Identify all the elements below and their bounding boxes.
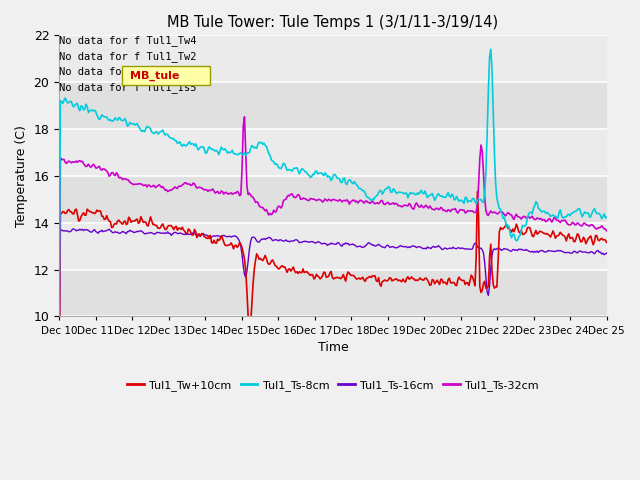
X-axis label: Time: Time bbox=[317, 341, 348, 354]
Bar bbox=[59, 223, 607, 270]
Text: No data for f Tul1_Is5: No data for f Tul1_Is5 bbox=[59, 82, 196, 93]
FancyBboxPatch shape bbox=[122, 66, 210, 84]
Bar bbox=[59, 82, 607, 129]
Text: No data for f Tul1_Tw4: No data for f Tul1_Tw4 bbox=[59, 36, 196, 46]
Text: No data for f Tul1_Is2: No data for f Tul1_Is2 bbox=[59, 66, 196, 77]
Text: No data for f Tul1_Tw2: No data for f Tul1_Tw2 bbox=[59, 51, 196, 62]
Y-axis label: Temperature (C): Temperature (C) bbox=[15, 125, 28, 227]
Bar bbox=[59, 129, 607, 176]
Text: MB_tule: MB_tule bbox=[131, 71, 180, 81]
Bar bbox=[59, 36, 607, 82]
Bar bbox=[59, 270, 607, 316]
Title: MB Tule Tower: Tule Temps 1 (3/1/11-3/19/14): MB Tule Tower: Tule Temps 1 (3/1/11-3/19… bbox=[167, 15, 499, 30]
Bar bbox=[59, 176, 607, 223]
Legend: Tul1_Tw+10cm, Tul1_Ts-8cm, Tul1_Ts-16cm, Tul1_Ts-32cm: Tul1_Tw+10cm, Tul1_Ts-8cm, Tul1_Ts-16cm,… bbox=[123, 375, 543, 395]
